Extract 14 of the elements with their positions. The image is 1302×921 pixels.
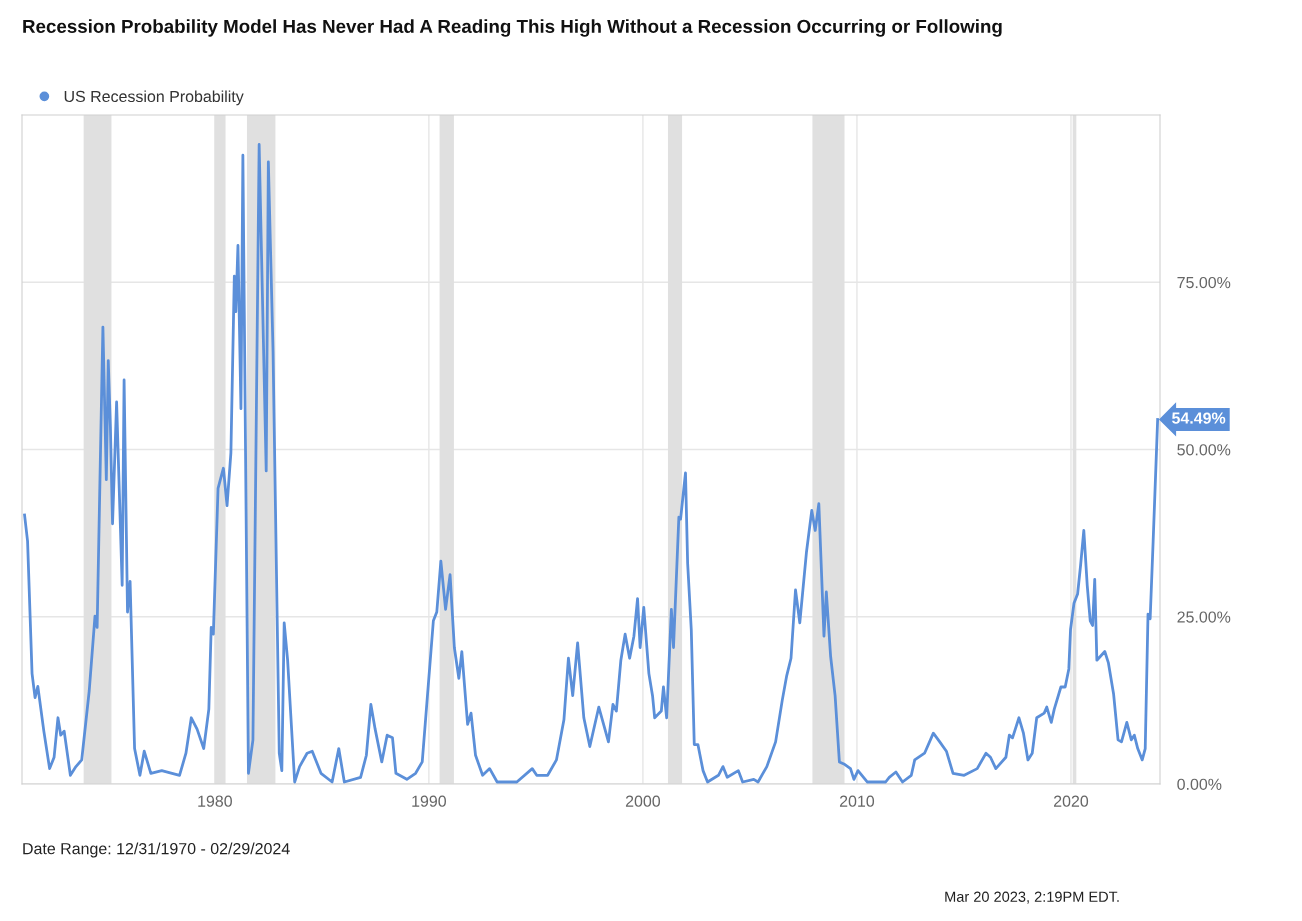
text: Mar 20 2023, 2:19PM EDT.: [945, 891, 1119, 904]
chart-title: Recession Probability Model Has Never Had A Reading This High Without a Recession Occurring or Following: [23, 19, 1002, 37]
annotation: 54.49%: [1172, 412, 1226, 424]
x-tick-label: 2000: [625, 795, 661, 807]
y-tick-label: 50.00%: [1177, 444, 1231, 456]
x-tick-label: 2010: [839, 795, 875, 807]
text: Date Range: 12/31/1970 - 02/29/2024: [23, 842, 290, 858]
x-tick-label: 1990: [412, 795, 447, 807]
x-tick-label: 2020: [1054, 795, 1089, 807]
x-tick-label: 1980: [198, 795, 232, 807]
y-tick-label: 0.00%: [1177, 778, 1222, 790]
y-tick-label: 75.00%: [1177, 276, 1231, 289]
y-tick-label: 25.00%: [1177, 611, 1231, 623]
legend-label: US Recession Probability: [64, 90, 244, 106]
